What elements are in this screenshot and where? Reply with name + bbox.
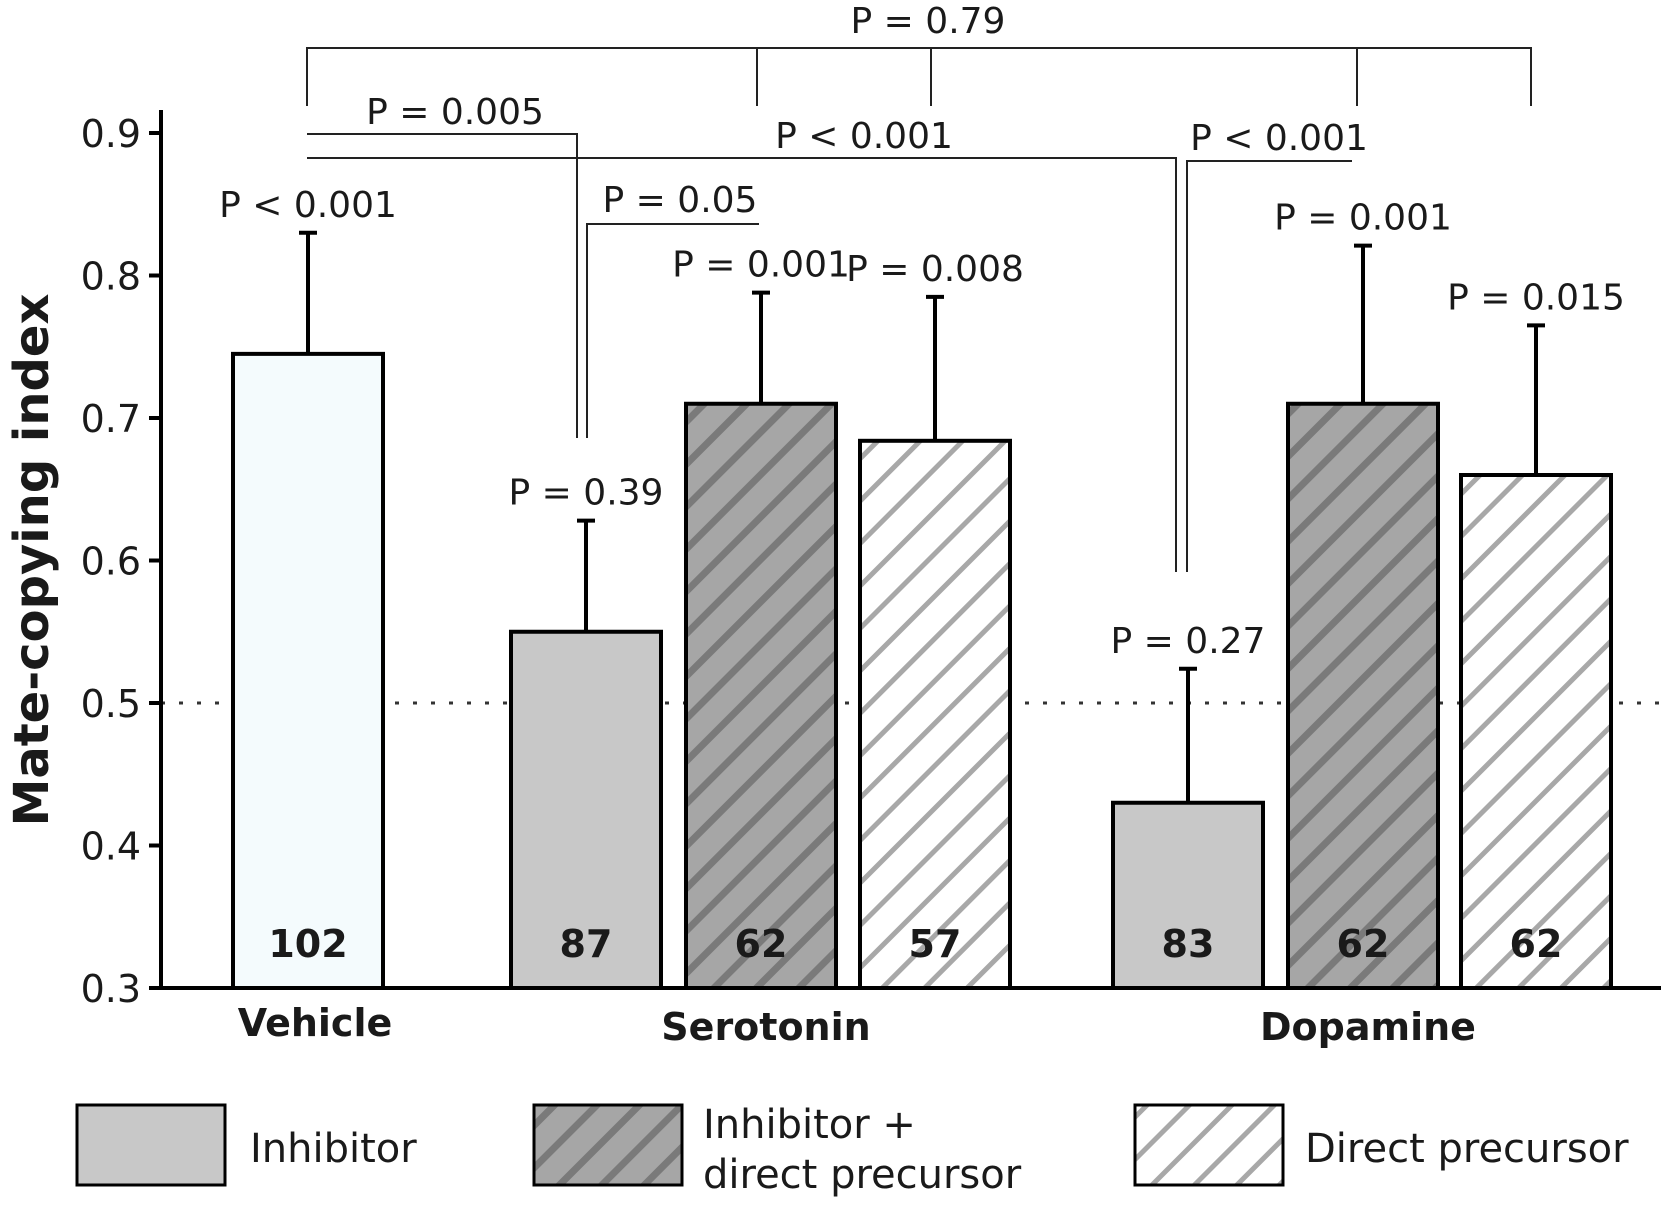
bar-1 — [509, 629, 663, 990]
y-tick-label-5: 0.8 — [81, 255, 141, 299]
bracket-0.05 — [586, 223, 759, 438]
bracket-0.79-outer — [306, 47, 1532, 106]
legend-swatch-0 — [75, 1103, 227, 1187]
legend-label-1-line-0: Inhibitor + — [703, 1102, 916, 1148]
p-value-label-5: P = 0.001 — [1274, 198, 1452, 239]
n-label-0: 102 — [268, 922, 347, 966]
y-tick-label-4: 0.7 — [81, 397, 141, 441]
comparison-label-3: P = 0.05 — [603, 180, 758, 221]
bracket-vehicle-dopamine — [307, 157, 1177, 572]
p-value-label-3: P = 0.008 — [846, 249, 1024, 290]
p-value-label-2: P = 0.001 — [672, 245, 850, 286]
legend-label-0: Inhibitor — [250, 1126, 417, 1172]
n-label-3: 57 — [909, 922, 962, 966]
bar-5 — [1286, 401, 1440, 990]
legend-label-1-line-1: direct precursor — [703, 1152, 1022, 1198]
n-label-2: 62 — [735, 922, 788, 966]
bar-6 — [1459, 473, 1613, 990]
comparison-label-1: P = 0.005 — [366, 92, 544, 133]
bracket-0.005 — [307, 133, 578, 438]
p-value-label-1: P = 0.39 — [509, 473, 664, 514]
bar-2 — [684, 401, 838, 990]
comparison-label-2: P < 0.001 — [775, 116, 953, 157]
y-axis-title: Mate-copying index — [4, 294, 60, 827]
legend-label-1: Inhibitor + direct precursor — [703, 1102, 1022, 1198]
y-tick-label-6: 0.9 — [81, 112, 141, 156]
comparison-label-4: P < 0.001 — [1190, 118, 1368, 159]
group-label-serotonin: Serotonin — [661, 1005, 870, 1049]
legend-swatch-2 — [1133, 1103, 1285, 1187]
y-tick-label-2: 0.5 — [81, 682, 141, 726]
y-tick-label-1: 0.4 — [81, 825, 141, 869]
y-tick-label-3: 0.6 — [81, 540, 141, 584]
p-value-label-4: P = 0.27 — [1111, 621, 1266, 662]
p-value-label-6: P = 0.015 — [1447, 277, 1625, 318]
group-label-dopamine: Dopamine — [1260, 1005, 1476, 1049]
p-value-label-0: P < 0.001 — [219, 185, 397, 226]
legend-swatch-1 — [532, 1103, 684, 1187]
bracket-dopamine-inhibitor — [1186, 160, 1352, 572]
bar-0 — [231, 351, 385, 990]
legend-label-2: Direct precursor — [1305, 1126, 1629, 1172]
bar-3 — [858, 438, 1012, 990]
n-label-1: 87 — [560, 922, 613, 966]
comparison-label-0: P = 0.79 — [851, 1, 1006, 42]
y-tick-label-0: 0.3 — [81, 967, 141, 1011]
n-label-6: 62 — [1510, 922, 1563, 966]
group-label-vehicle: Vehicle — [238, 1001, 393, 1045]
n-label-4: 83 — [1162, 922, 1215, 966]
n-label-5: 62 — [1337, 922, 1390, 966]
